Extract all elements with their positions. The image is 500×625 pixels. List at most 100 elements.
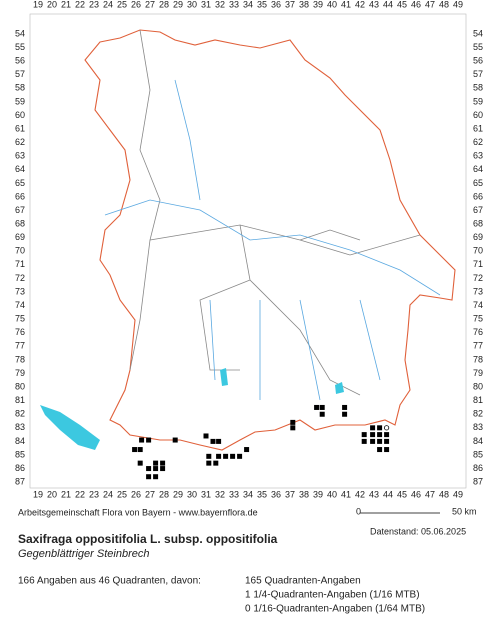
occurrence-dot xyxy=(377,425,383,431)
occurrence-dot xyxy=(370,432,376,438)
row-label: 66 xyxy=(473,191,483,201)
column-label: 27 xyxy=(145,489,155,499)
column-label: 48 xyxy=(439,489,449,499)
column-label: 19 xyxy=(33,0,43,9)
column-label: 45 xyxy=(397,0,407,9)
occurrence-dot xyxy=(216,438,222,444)
row-label: 81 xyxy=(473,395,483,405)
row-label: 65 xyxy=(473,178,483,188)
state-border xyxy=(84,29,456,451)
column-label: 37 xyxy=(285,0,295,9)
column-label: 25 xyxy=(117,489,127,499)
column-label: 28 xyxy=(159,0,169,9)
row-label: 76 xyxy=(473,327,483,337)
occurrence-dot xyxy=(290,425,296,431)
summary: 166 Angaben aus 46 Quadranten, davon: xyxy=(18,576,201,587)
column-label: 32 xyxy=(215,489,225,499)
rivers xyxy=(104,79,441,401)
row-label: 75 xyxy=(15,314,25,324)
row-label: 85 xyxy=(15,449,25,459)
row-label: 54 xyxy=(473,28,483,38)
column-label: 44 xyxy=(383,489,393,499)
species-title: Saxifraga oppositifolia L. subsp. opposi… xyxy=(18,532,278,546)
column-label: 33 xyxy=(229,0,239,9)
column-label: 40 xyxy=(327,489,337,499)
row-label: 63 xyxy=(473,151,483,161)
row-label: 80 xyxy=(473,381,483,391)
row-label: 70 xyxy=(15,246,25,256)
row-label: 62 xyxy=(473,137,483,147)
column-label: 24 xyxy=(103,0,113,9)
row-label: 74 xyxy=(15,300,25,310)
occurrence-dot xyxy=(213,460,219,466)
occurrence-dot xyxy=(377,432,383,438)
column-label: 25 xyxy=(117,0,127,9)
row-label: 64 xyxy=(15,164,25,174)
column-label: 43 xyxy=(369,489,379,499)
occurrence-dot xyxy=(172,437,178,443)
occurrence-dot xyxy=(290,419,296,425)
occurrence-dot xyxy=(132,447,138,453)
column-label: 34 xyxy=(243,0,253,9)
row-label: 58 xyxy=(473,83,483,93)
count-line: 1 1/4-Quadranten-Angaben (1/16 MTB) xyxy=(245,590,420,601)
occurrence-dot xyxy=(377,447,383,453)
column-label: 42 xyxy=(355,0,365,9)
row-label: 86 xyxy=(473,463,483,473)
row-label: 56 xyxy=(15,56,25,66)
occurrence-dot xyxy=(153,460,159,466)
column-label: 26 xyxy=(131,489,141,499)
row-label: 60 xyxy=(15,110,25,120)
occurrence-dot xyxy=(146,437,152,443)
column-label: 20 xyxy=(47,0,57,9)
occurrence-dot xyxy=(137,447,143,453)
column-label: 39 xyxy=(313,489,323,499)
scale-end: 50 km xyxy=(452,506,477,516)
column-label: 43 xyxy=(369,0,379,9)
column-label: 49 xyxy=(453,0,463,9)
occurrence-dot xyxy=(153,466,159,472)
row-label: 87 xyxy=(15,477,25,487)
row-label: 57 xyxy=(15,69,25,79)
occurrence-dot xyxy=(139,437,145,443)
row-label: 80 xyxy=(15,381,25,391)
occurrence-dot xyxy=(370,425,376,431)
occurrence-dot xyxy=(319,404,325,410)
column-label: 49 xyxy=(453,489,463,499)
row-label: 58 xyxy=(15,83,25,93)
column-label: 24 xyxy=(103,489,113,499)
row-label: 72 xyxy=(473,273,483,283)
occurrence-dot xyxy=(384,432,390,438)
occurrence-dot xyxy=(377,438,383,444)
occurrence-dot xyxy=(370,438,376,444)
column-label: 29 xyxy=(173,0,183,9)
occurrence-dot xyxy=(146,474,152,480)
row-label: 75 xyxy=(473,314,483,324)
row-label: 64 xyxy=(473,164,483,174)
column-label: 33 xyxy=(229,489,239,499)
row-label: 69 xyxy=(473,232,483,242)
occurrence-dot xyxy=(216,453,222,459)
map-frame xyxy=(29,13,467,489)
row-label: 54 xyxy=(15,28,25,38)
column-label: 21 xyxy=(61,0,71,9)
column-label: 31 xyxy=(201,489,211,499)
column-label: 39 xyxy=(313,0,323,9)
occurrence-dot xyxy=(319,411,325,417)
column-label: 45 xyxy=(397,489,407,499)
column-label: 23 xyxy=(89,489,99,499)
occurrence-dot xyxy=(203,433,209,439)
column-label: 48 xyxy=(439,0,449,9)
row-label: 82 xyxy=(473,409,483,419)
column-label: 47 xyxy=(425,489,435,499)
row-label: 68 xyxy=(15,218,25,228)
row-label: 84 xyxy=(15,436,25,446)
scale-start: 0 xyxy=(356,506,361,516)
row-label: 71 xyxy=(473,259,483,269)
row-label: 55 xyxy=(473,42,483,52)
column-label: 21 xyxy=(61,489,71,499)
row-label: 55 xyxy=(15,42,25,52)
occurrence-dot xyxy=(230,453,236,459)
occurrence-dot xyxy=(342,404,348,410)
